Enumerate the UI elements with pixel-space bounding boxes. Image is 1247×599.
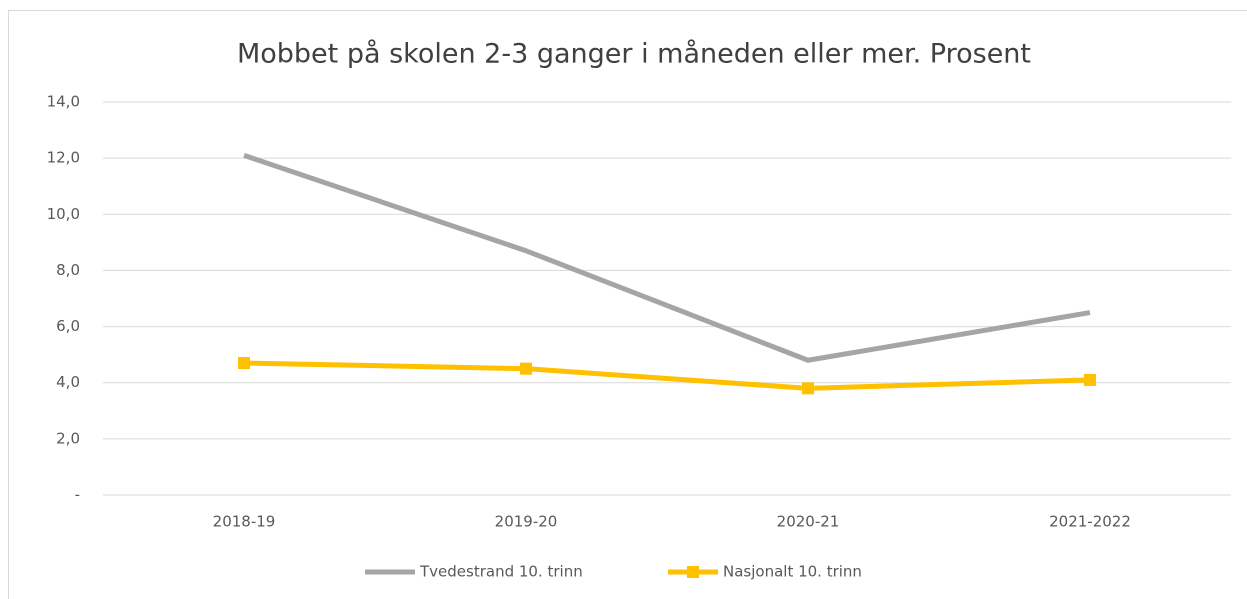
legend-marker xyxy=(687,566,699,578)
marker xyxy=(802,382,814,395)
series-line xyxy=(243,360,1091,391)
x-tick-label: 2018-19 xyxy=(213,513,276,531)
y-tick-label: 14,0 xyxy=(47,93,80,111)
x-tick-label: 2020-21 xyxy=(777,513,840,531)
series-line xyxy=(243,152,1091,363)
x-tick-label: 2019-20 xyxy=(495,513,558,531)
y-tick-label: 10,0 xyxy=(47,205,80,223)
y-tick-label: - xyxy=(75,486,80,504)
y-tick-label: 4,0 xyxy=(56,373,80,391)
marker xyxy=(520,362,532,375)
legend-label: Tvedestrand 10. trinn xyxy=(419,563,583,581)
y-tick-label: 2,0 xyxy=(56,429,80,447)
legend-label: Nasjonalt 10. trinn xyxy=(723,563,862,581)
y-tick-label: 12,0 xyxy=(47,149,80,167)
y-tick-label: 6,0 xyxy=(56,317,80,335)
chart-border xyxy=(8,10,1247,599)
y-tick-label: 8,0 xyxy=(56,261,80,279)
marker xyxy=(1084,373,1096,386)
marker xyxy=(238,357,250,370)
chart-title: Mobbet på skolen 2-3 ganger i måneden el… xyxy=(237,39,1031,70)
x-tick-label: 2021-2022 xyxy=(1049,513,1131,531)
